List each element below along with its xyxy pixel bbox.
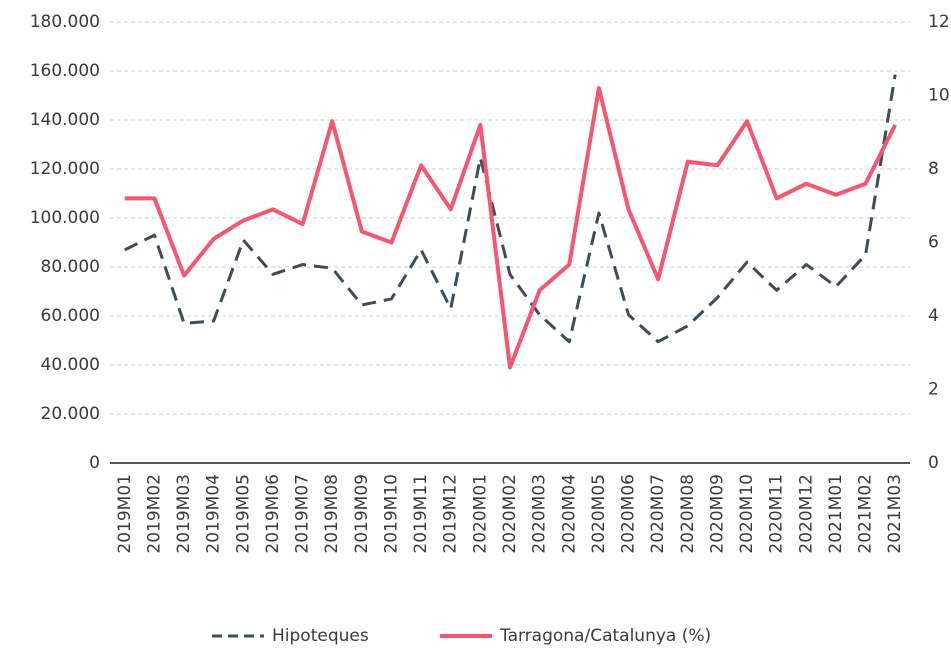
x-tick-label: 2020M03 <box>530 474 550 554</box>
x-tick-label: 2019M07 <box>293 474 313 554</box>
y-tick-label: 140.000 <box>30 110 100 130</box>
x-tick-label: 2019M02 <box>144 474 164 554</box>
x-tick-label: 2019M11 <box>411 474 431 554</box>
x-tick-label: 2020M04 <box>559 474 579 554</box>
x-tick-label: 2019M03 <box>174 474 194 554</box>
x-tick-label: 2020M02 <box>500 474 520 554</box>
x-tick-label: 2019M01 <box>115 474 135 554</box>
y-tick-label: 80.000 <box>41 257 100 277</box>
x-tick-label: 2020M01 <box>470 474 490 554</box>
y2-tick-label: 8 <box>928 159 939 179</box>
x-tick-label: 2020M07 <box>648 474 668 554</box>
x-tick-label: 2021M03 <box>885 474 905 554</box>
x-tick-label: 2020M10 <box>737 474 757 554</box>
x-tick-label: 2020M11 <box>767 474 787 554</box>
y-tick-label: 180.000 <box>30 12 100 32</box>
x-tick-label: 2021M02 <box>856 474 876 554</box>
y2-tick-label: 4 <box>928 306 939 326</box>
series-line <box>124 74 897 344</box>
legend-label: Tarragona/Catalunya (%) <box>499 626 711 646</box>
x-tick-label: 2020M06 <box>619 474 639 554</box>
y-tick-label: 120.000 <box>30 159 100 179</box>
x-tick-label: 2019M04 <box>204 474 224 554</box>
y2-tick-label: 6 <box>928 233 939 253</box>
x-tick-label: 2020M05 <box>589 474 609 554</box>
y2-tick-label: 10 <box>928 86 950 106</box>
y2-tick-label: 0 <box>928 453 939 473</box>
y-tick-label: 60.000 <box>41 306 100 326</box>
y-tick-label: 160.000 <box>30 61 100 81</box>
x-tick-label: 2019M06 <box>263 474 283 554</box>
series-line <box>124 86 897 370</box>
y2-tick-label: 2 <box>928 380 939 400</box>
x-tick-label: 2019M12 <box>441 474 461 554</box>
y2-tick-label: 12 <box>928 12 950 32</box>
x-tick-label: 2019M10 <box>381 474 401 554</box>
y-tick-label: 20.000 <box>41 404 100 424</box>
legend-label: Hipoteques <box>272 626 369 646</box>
x-tick-label: 2021M01 <box>826 474 846 554</box>
x-tick-label: 2019M05 <box>233 474 253 554</box>
y-tick-label: 100.000 <box>30 208 100 228</box>
x-tick-label: 2020M08 <box>678 474 698 554</box>
y-tick-label: 0 <box>89 453 100 473</box>
x-tick-label: 2020M09 <box>707 474 727 554</box>
y-tick-label: 40.000 <box>41 355 100 375</box>
x-tick-label: 2019M08 <box>322 474 342 554</box>
x-tick-label: 2020M12 <box>796 474 816 554</box>
x-tick-label: 2019M09 <box>352 474 372 554</box>
